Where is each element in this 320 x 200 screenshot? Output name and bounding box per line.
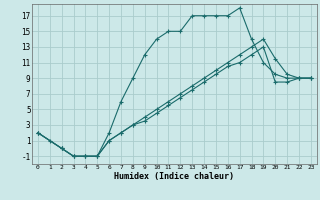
X-axis label: Humidex (Indice chaleur): Humidex (Indice chaleur): [115, 172, 234, 181]
